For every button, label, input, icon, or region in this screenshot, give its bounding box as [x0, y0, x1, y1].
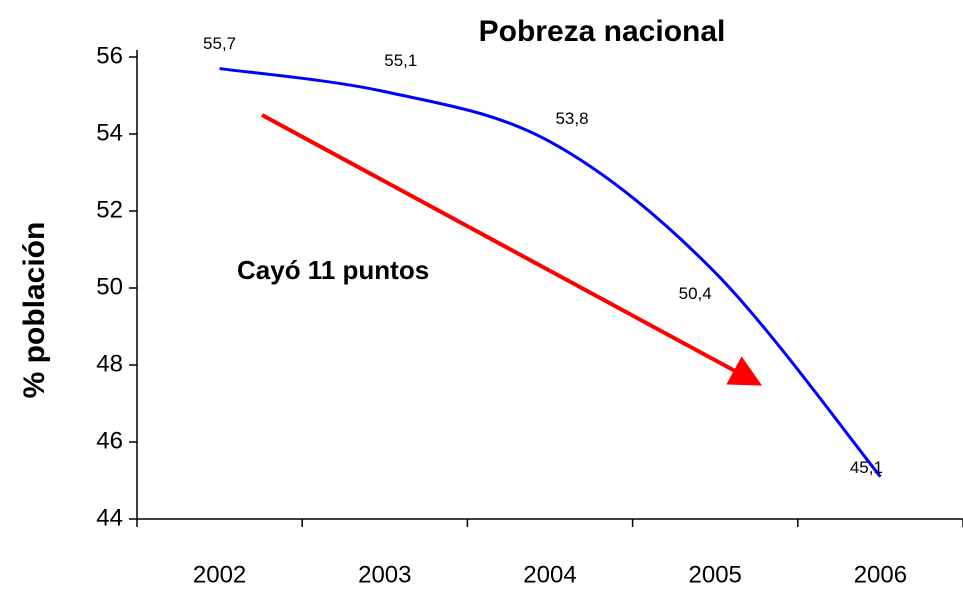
data-label: 50,4	[679, 284, 712, 303]
y-tick-label: 54	[96, 119, 123, 146]
line-series	[219, 67, 882, 478]
y-tick-label: 56	[96, 42, 123, 69]
x-tick-label: 2005	[689, 561, 742, 588]
x-tick-label: 2002	[193, 561, 246, 588]
data-label: 45,1	[850, 458, 883, 477]
x-tick-label: 2003	[358, 561, 411, 588]
y-tick-label: 48	[96, 350, 123, 377]
arrow	[261, 113, 763, 386]
data-label: 53,8	[555, 109, 588, 128]
annotation: Cayó 11 puntos	[237, 255, 429, 285]
y-tick-label: 46	[96, 427, 123, 454]
y-tick-label: 44	[96, 504, 123, 531]
y-tick-label: 50	[96, 273, 123, 300]
chart-title: Pobreza nacional	[479, 15, 726, 48]
data-label: 55,7	[203, 34, 236, 53]
x-tick-label: 2004	[523, 561, 576, 588]
x-tick-label: 2006	[854, 561, 907, 588]
y-tick-label: 52	[96, 196, 123, 223]
y-axis-label: % población	[18, 222, 51, 399]
data-label: 55,1	[384, 51, 417, 70]
